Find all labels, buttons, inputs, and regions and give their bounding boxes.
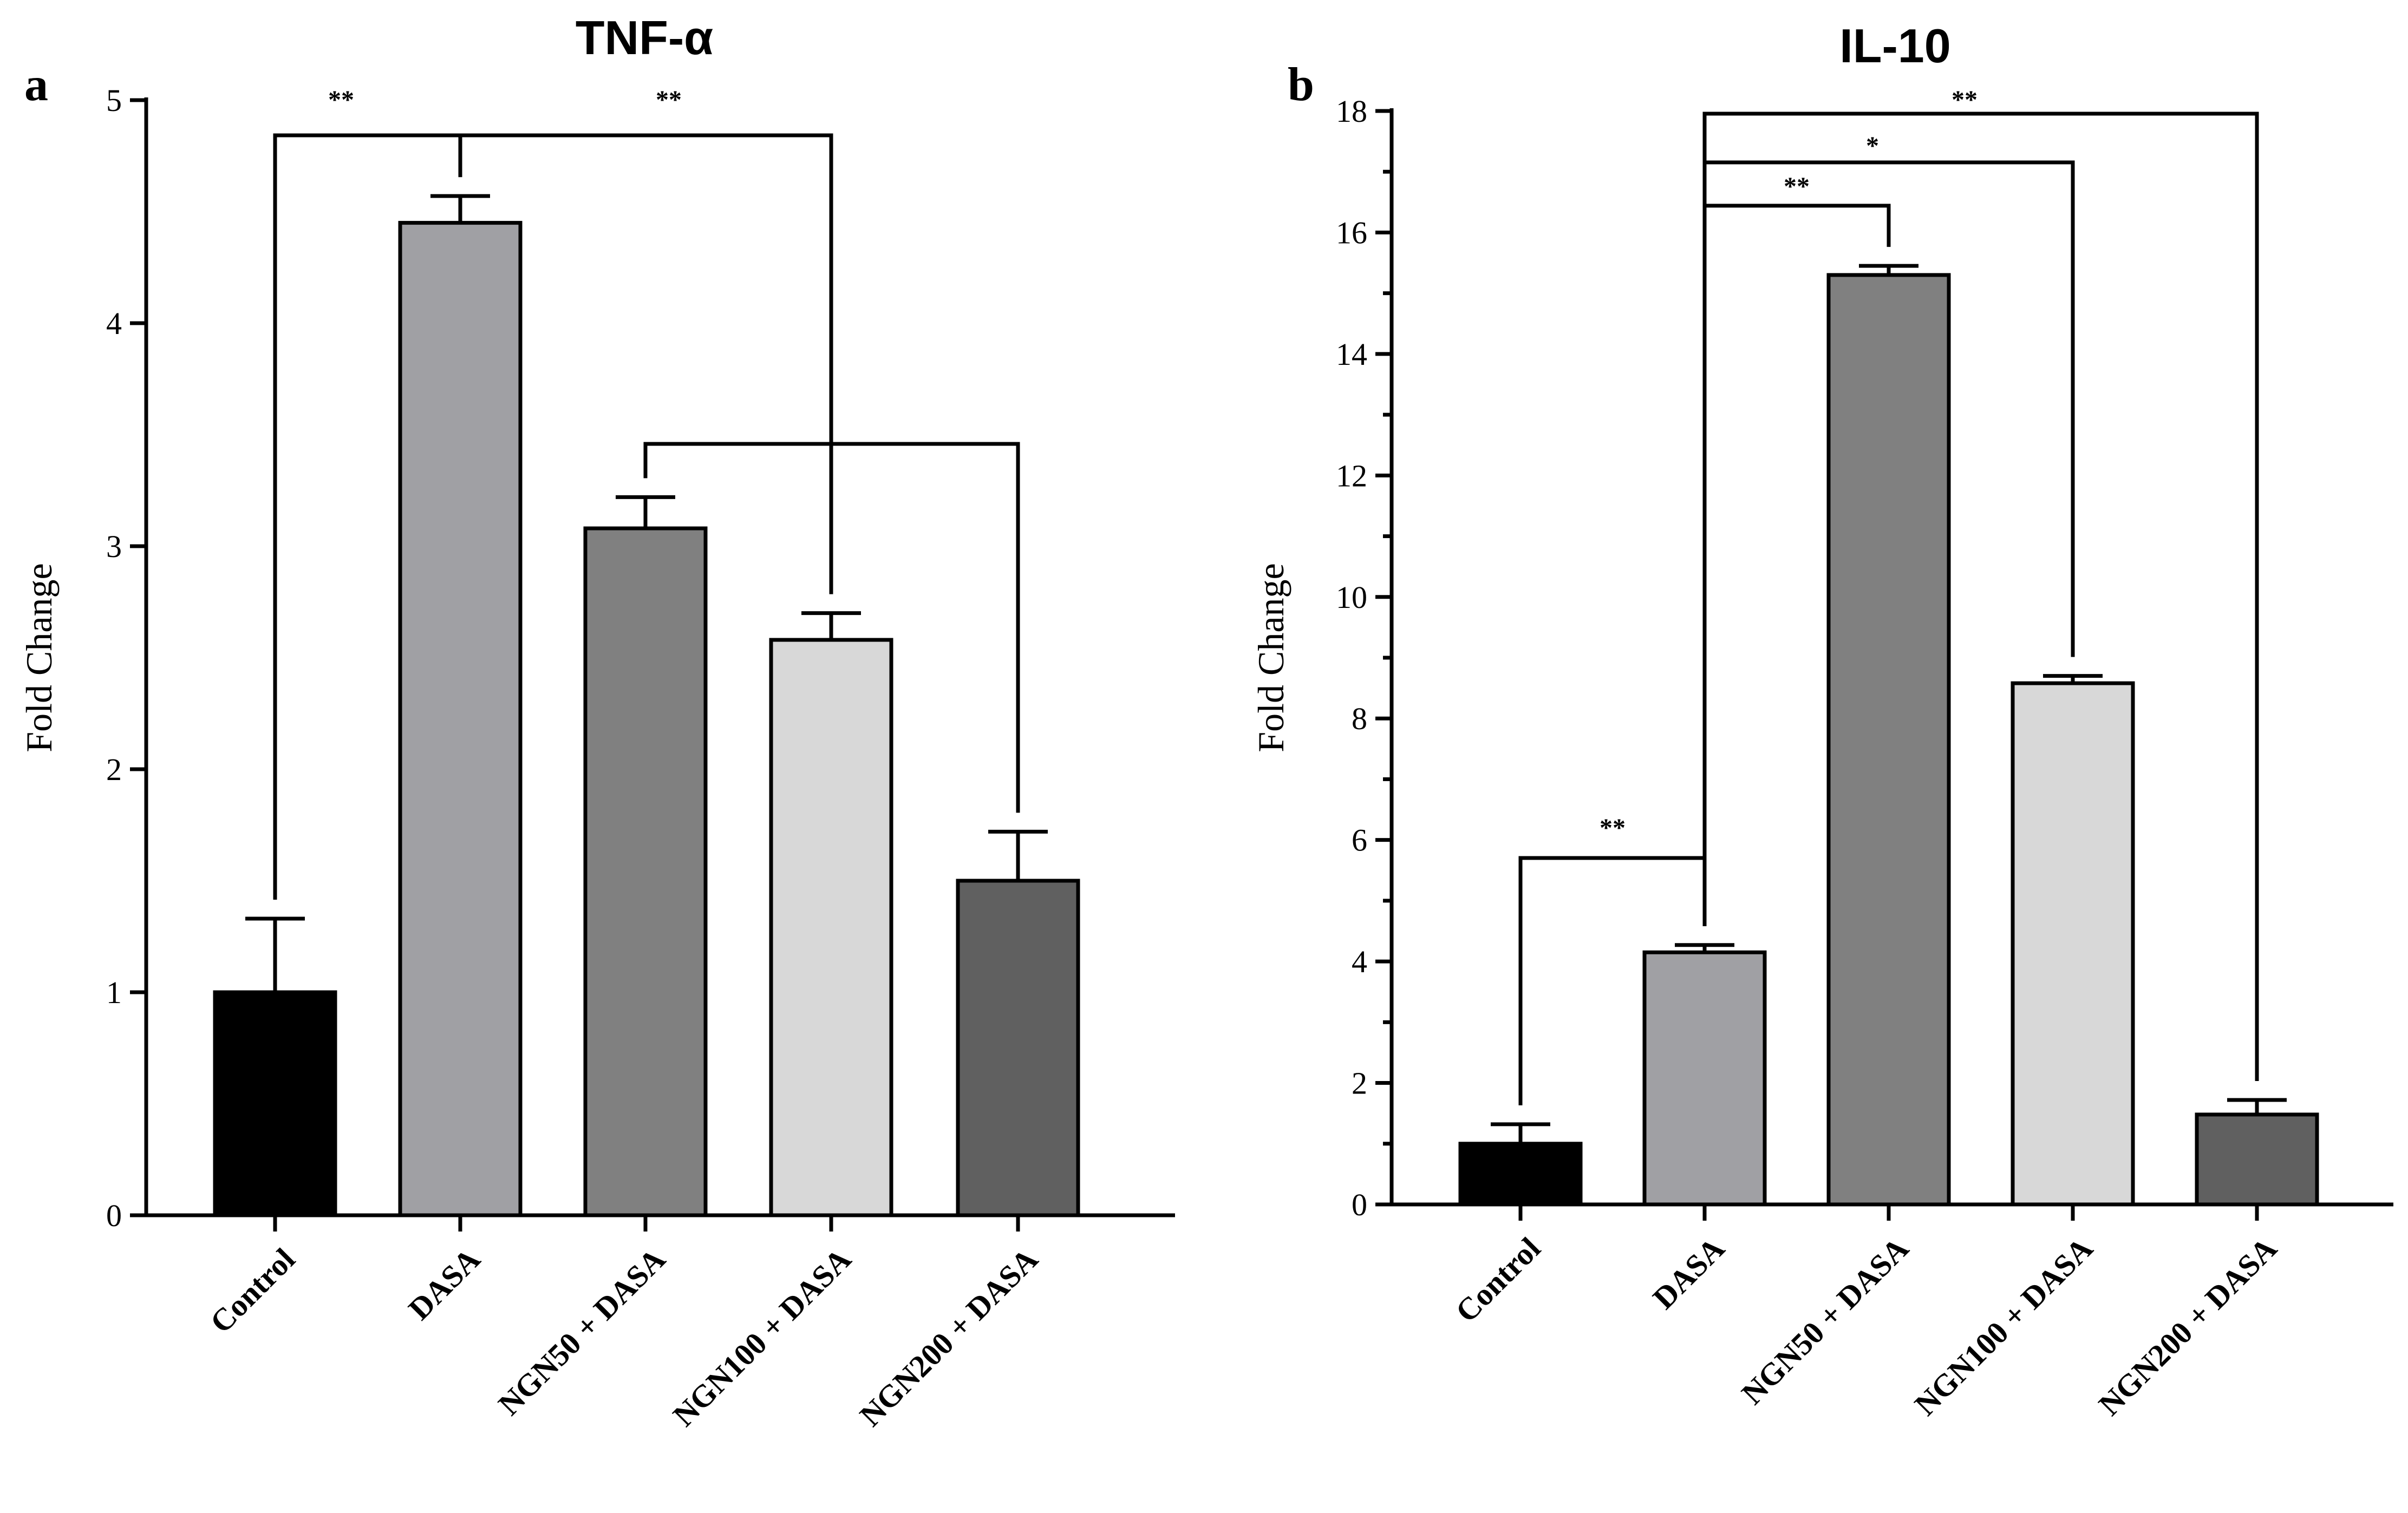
- bar-0: [213, 990, 337, 1217]
- bar-2: [583, 526, 708, 1217]
- y-tick-label: 16: [1336, 215, 1367, 250]
- bar-3: [769, 638, 893, 1217]
- bar-3: [2011, 681, 2135, 1207]
- y-tick-label: 4: [106, 306, 122, 341]
- x-tick-label: NGN200 + DASA: [853, 1241, 1045, 1433]
- x-tick-label: NGN50 + DASA: [1735, 1230, 1916, 1411]
- significance-label: **: [1784, 172, 1810, 201]
- y-tick-label: 2: [106, 752, 122, 787]
- y-tick-label: 14: [1336, 337, 1367, 372]
- significance-label: **: [1600, 814, 1626, 842]
- y-tick-label: 8: [1352, 701, 1367, 736]
- chart-title: TNF-α: [576, 11, 713, 64]
- y-axis-label: Fold Change: [18, 563, 60, 752]
- x-tick-label: NGN200 + DASA: [2092, 1230, 2283, 1422]
- panel-letter: b: [1288, 58, 1314, 111]
- x-tick-label: NGN100 + DASA: [666, 1241, 858, 1433]
- panel-b-chart: b IL-10 Fold Change 0 2 4 6 8 10 12 14 16 18 Control D…: [1250, 19, 2393, 1422]
- x-tick-label: NGN50 + DASA: [492, 1241, 673, 1422]
- x-tick-label: Control: [203, 1241, 302, 1340]
- y-tick-label: 10: [1336, 580, 1367, 615]
- bar-1: [1642, 950, 1767, 1207]
- significance-label: **: [656, 86, 682, 114]
- chart-title: IL-10: [1839, 19, 1950, 73]
- bar-4: [2195, 1112, 2319, 1207]
- y-tick-label: 18: [1336, 94, 1367, 129]
- x-tick-label: NGN100 + DASA: [1908, 1230, 2099, 1422]
- y-tick-label: 1: [106, 975, 122, 1010]
- y-tick-label: 0: [1352, 1187, 1367, 1222]
- y-tick-label: 3: [106, 529, 122, 564]
- significance-label: *: [1866, 132, 1879, 160]
- y-tick-label: 5: [106, 83, 122, 118]
- significance-bracket: [458, 133, 833, 594]
- bar-0: [1458, 1142, 1583, 1207]
- panel-letter: a: [24, 58, 48, 111]
- bar-4: [956, 879, 1080, 1217]
- bar-2: [1826, 273, 1951, 1207]
- x-tick-label: Control: [1448, 1230, 1547, 1329]
- x-tick-label: DASA: [402, 1241, 487, 1327]
- panel-a-chart: a TNF-α Fold Change 0 1 2 3 4 5 Control DASA NGN50 …: [18, 11, 1175, 1433]
- significance-bracket: [1702, 112, 2259, 1081]
- y-tick-label: 2: [1352, 1066, 1367, 1101]
- significance-label: **: [1952, 86, 1978, 114]
- y-tick-label: 4: [1352, 944, 1367, 979]
- y-tick-label: 12: [1336, 458, 1367, 493]
- y-tick-label: 0: [106, 1198, 122, 1233]
- significance-bracket: [643, 442, 1020, 813]
- y-tick-label: 6: [1352, 823, 1367, 858]
- y-axis-label: Fold Change: [1250, 563, 1291, 752]
- significance-label: **: [328, 86, 354, 114]
- bar-1: [398, 221, 523, 1217]
- x-tick-label: DASA: [1646, 1230, 1732, 1316]
